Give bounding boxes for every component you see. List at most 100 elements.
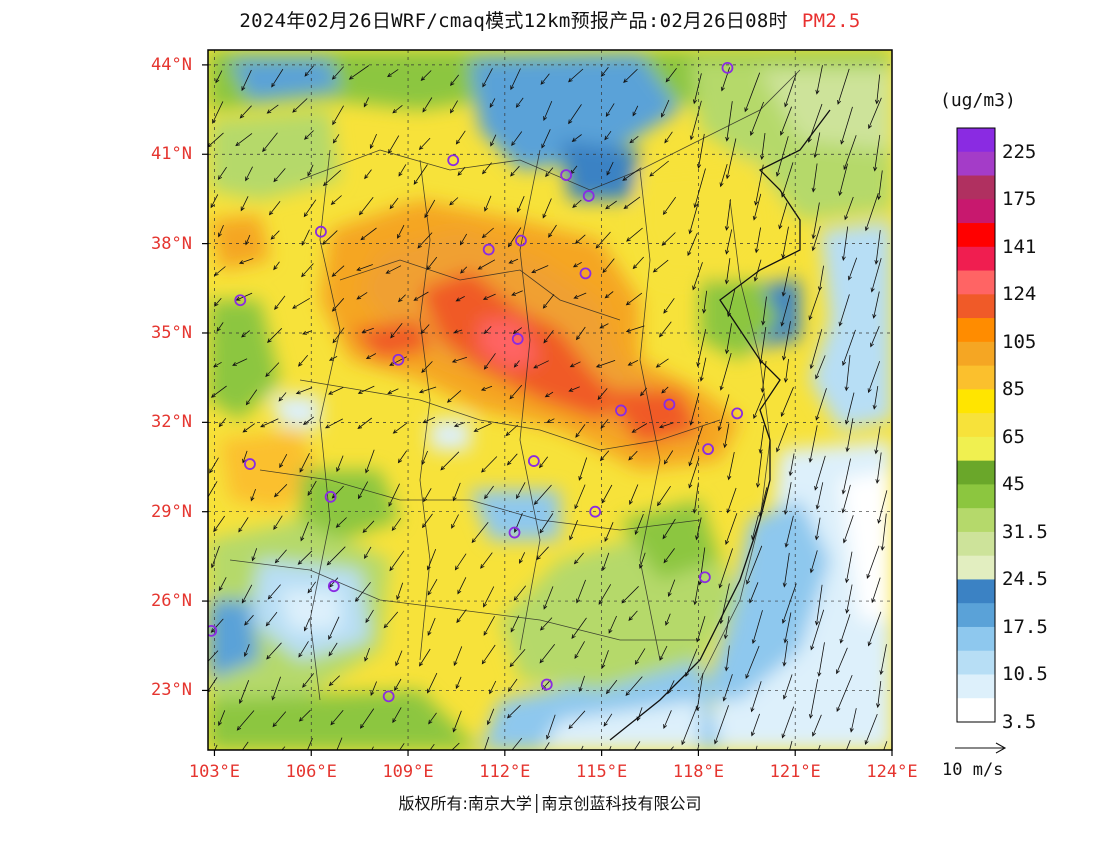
wind-vector [423,488,432,503]
wind-reference-label: 10 m/s [942,760,1004,780]
wind-vector [872,386,879,410]
wind-vector [271,676,281,701]
wind-vector [540,73,550,85]
wind-vector [725,101,733,142]
wind-vector [781,266,790,297]
wind-vector [781,226,789,259]
wind-vector [450,100,458,114]
wind-vector [480,552,493,569]
lon-tick-label: 109°E [382,762,434,782]
wind-vector [210,385,227,398]
colorbar-label: 24.5 [1002,568,1048,591]
city-station-marker [515,234,527,247]
wind-vector [307,738,313,750]
wind-vector [632,256,644,270]
wind-vector [326,546,346,566]
wind-vector [238,517,249,533]
wind-vector [209,457,219,474]
wind-vector [808,289,821,321]
wind-vector [418,648,431,667]
wind-vector [631,423,648,433]
colorbar-swatch [957,626,995,652]
wind-vector [278,392,287,402]
wind-vector [661,99,670,118]
wind-vector [482,162,492,175]
wind-vector [215,70,223,84]
wind-vector [665,613,671,626]
wind-vector [357,385,375,394]
wind-vector [697,133,705,169]
wind-vector [218,224,224,238]
wind-vector [810,609,825,651]
wind-vector [808,679,819,719]
wind-vector [241,69,252,92]
wind-vector [649,160,669,177]
wind-vector [870,257,882,293]
wind-vector [427,672,438,694]
wind-vector [420,324,430,335]
wind-vector [266,104,279,114]
wind-vector [511,290,523,296]
wind-vector [604,291,614,299]
wind-vector [213,297,222,307]
wind-vector [456,609,467,624]
wind-vector [539,456,549,469]
wind-vector [749,582,759,604]
wind-vector [605,679,618,695]
wind-vector [420,70,432,81]
wind-vector [390,322,403,339]
wind-vector [625,325,645,333]
wind-vector [452,482,461,502]
wind-vector [727,289,736,318]
wind-vector [362,520,375,534]
wind-vector [815,355,826,380]
wind-vector [838,163,848,197]
wind-vector [453,329,463,334]
wind-vector [267,328,283,343]
wind-vector [328,675,340,687]
wind-vector [484,485,494,500]
lon-tick-label: 106°E [285,762,337,782]
city-station-marker [482,243,495,256]
wind-vector [270,230,280,240]
wind-vector [302,673,315,688]
wind-vector [460,266,468,274]
wind-vector [397,224,405,239]
wind-vector [364,647,370,662]
wind-vector [572,199,582,209]
wind-vector [724,258,731,285]
wind-vector [876,681,882,709]
wind-vector [717,394,730,432]
colorbar-unit: (ug/m3) [940,90,1016,111]
wind-vector [782,321,791,361]
colorbar-swatch [957,484,995,509]
wind-vector [667,579,676,597]
wind-vector [336,455,344,473]
wind-vector [427,579,438,596]
wind-vector [387,388,399,394]
wind-vector [807,103,823,143]
wind-vector [844,355,851,392]
wind-vector [580,745,584,750]
city-station-marker [234,294,247,307]
wind-vector [303,618,310,632]
wind-vector [873,134,881,172]
wind-vector [484,195,492,212]
wind-vector [687,232,698,257]
wind-vector [418,137,431,151]
wind-vector [753,259,762,282]
wind-vector [208,132,224,148]
wind-vector [506,453,518,466]
wind-vector [544,391,554,398]
wind-vector [597,388,608,401]
wind-vector [546,714,556,740]
colorbar-swatch [957,270,995,295]
wind-vector [629,135,639,144]
title-variable: PM2.5 [801,10,861,32]
wind-vector [483,353,496,370]
wind-vector [542,294,555,309]
lat-tick-label: 29°N [151,501,192,522]
wind-vector [625,292,643,306]
wind-vector [512,327,523,335]
wind-vector [328,356,338,361]
